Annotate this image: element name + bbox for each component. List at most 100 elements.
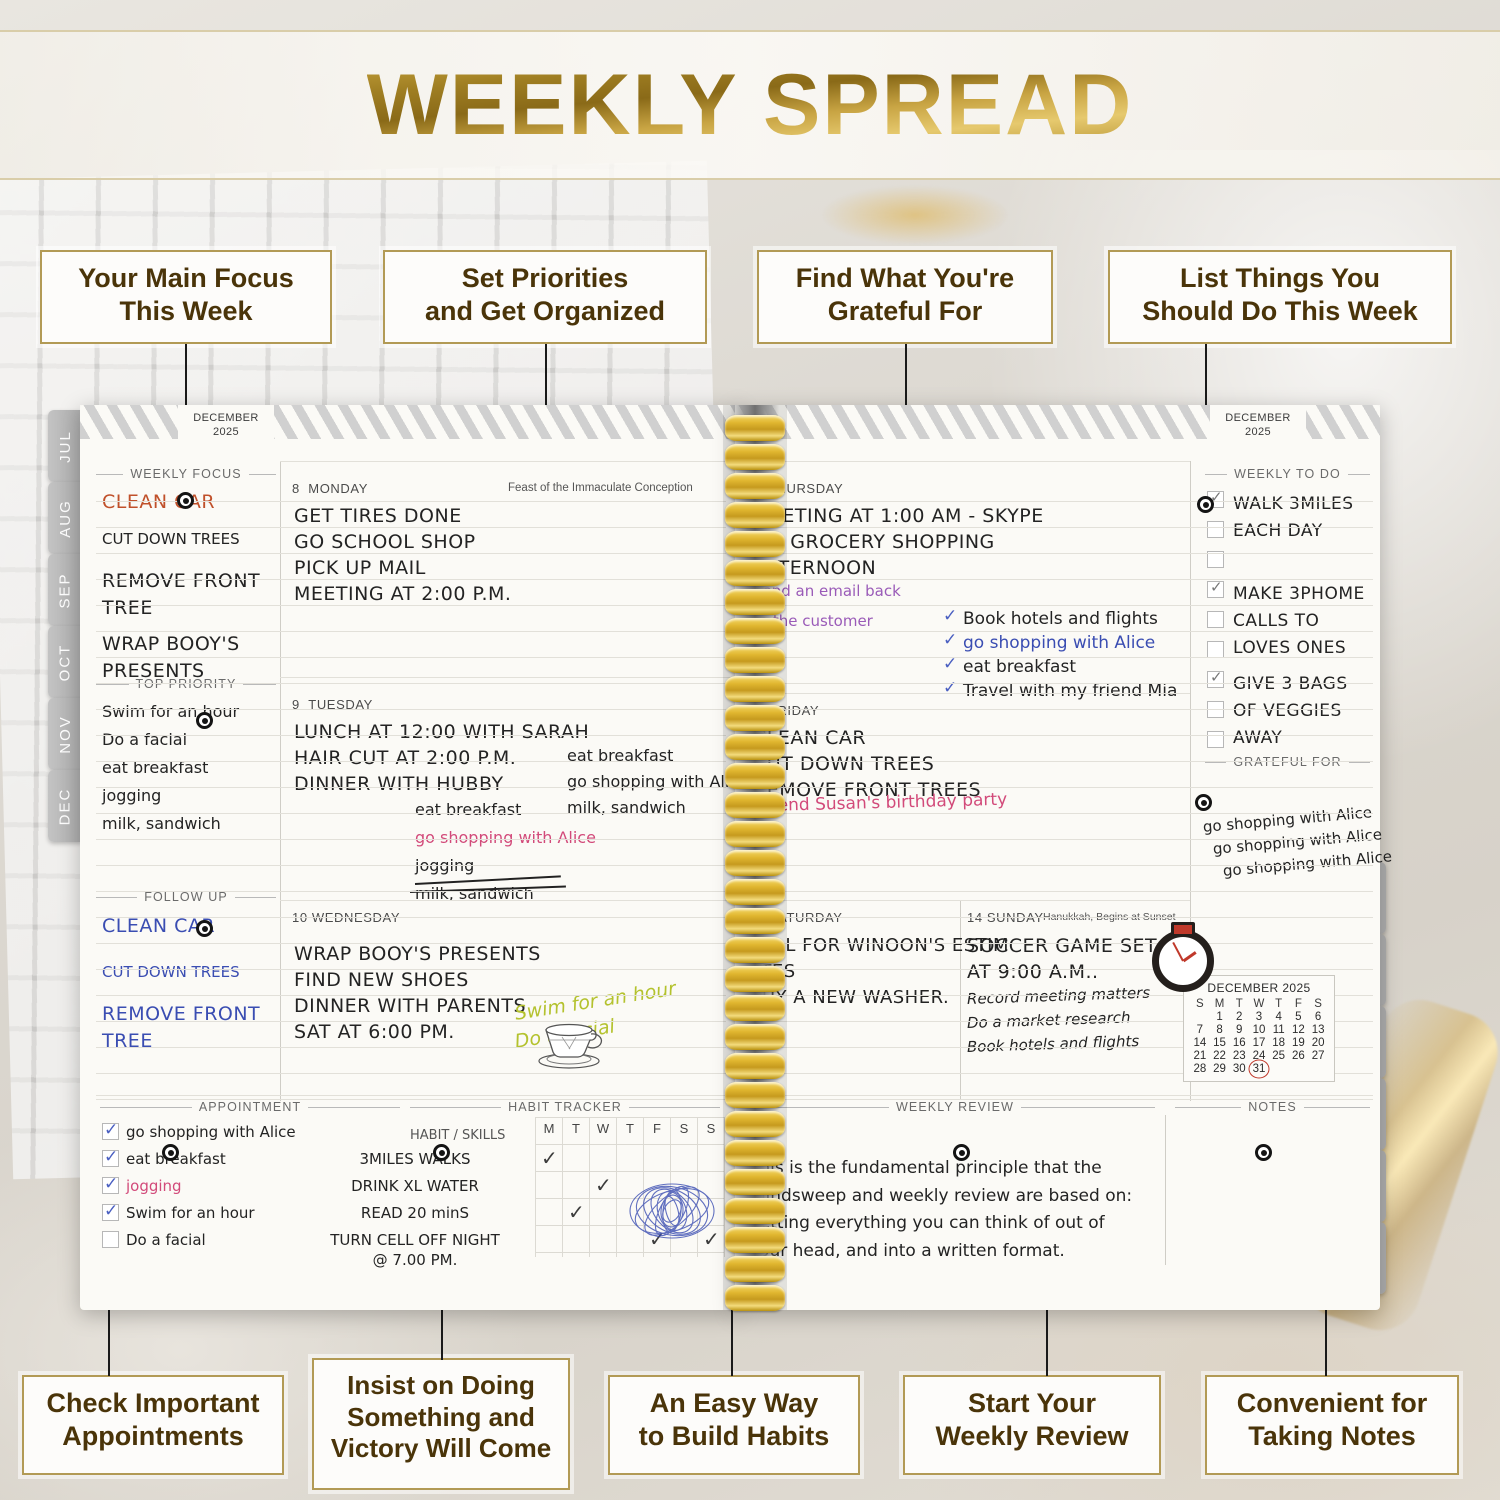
ruled-line [96, 891, 726, 892]
weekly-focus-item-2: REMOVE FRONT TREE [102, 570, 261, 619]
mc-day-0-5[interactable]: 5 [1295, 1010, 1302, 1023]
appointment-check-0: ✓ [104, 1120, 119, 1139]
mc-day-1-4[interactable]: 11 [1272, 1023, 1285, 1036]
appointment-checkbox-1[interactable] [102, 1150, 119, 1167]
month-tab-oct[interactable]: OCT [48, 626, 82, 698]
appointment-checkbox-0[interactable] [102, 1123, 119, 1140]
habit-day-5: S [679, 1121, 689, 1136]
mon-entries-line-1: GO SCHOOL SHOP [294, 531, 476, 553]
mc-day-2-6[interactable]: 20 [1311, 1036, 1325, 1049]
section-appointment-title: APPOINTMENT [100, 1100, 400, 1114]
grid-row [535, 1252, 725, 1253]
mc-day-0-6[interactable]: 6 [1314, 1010, 1322, 1023]
appointment-checkbox-3[interactable] [102, 1204, 119, 1221]
spiral-coil [725, 879, 785, 905]
mc-day-1-2[interactable]: 9 [1236, 1023, 1243, 1036]
mc-day-2-3[interactable]: 17 [1252, 1036, 1266, 1049]
dot-notes [1255, 1144, 1272, 1161]
mini-calendar-title: DECEMBER 2025 [1207, 981, 1311, 995]
sun-entries-line-1: AT 9:00 A.M.. [967, 961, 1099, 983]
mc-day-1-1[interactable]: 8 [1216, 1023, 1223, 1036]
ruled-line [745, 527, 1373, 528]
monday-holiday: Feast of the Immaculate Conception [508, 482, 693, 494]
spiral-coil [725, 995, 785, 1021]
mc-day-1-5[interactable]: 12 [1291, 1023, 1305, 1036]
month-tab-jul[interactable]: JUL [48, 410, 82, 482]
appointment-checkbox-4[interactable] [102, 1231, 119, 1248]
month-tab-aug[interactable]: AUG [48, 482, 82, 554]
spiral-coil [725, 937, 785, 963]
tue-notes-right-line-2: milk, sandwich [567, 798, 686, 817]
mc-day-3-1[interactable]: 22 [1213, 1049, 1226, 1062]
ruled-line [745, 839, 1373, 840]
mc-day-2-4[interactable]: 18 [1272, 1036, 1286, 1049]
mc-day-0-1[interactable]: 1 [1216, 1010, 1223, 1023]
ruled-line [745, 579, 1373, 580]
mc-day-4-0[interactable]: 28 [1193, 1062, 1207, 1075]
grid-row [535, 1171, 725, 1172]
mc-day-2-5[interactable]: 19 [1291, 1036, 1305, 1049]
appointment-label-4: Do a facial [126, 1231, 206, 1249]
spiral-binding [723, 405, 787, 1311]
ruled-line [745, 631, 1373, 632]
mc-day-3-6[interactable]: 27 [1311, 1049, 1325, 1062]
mc-day-1-0[interactable]: 7 [1196, 1023, 1204, 1036]
appointment-checkbox-2[interactable] [102, 1177, 119, 1194]
mc-week-4: 28 29 30 31 [1190, 1062, 1328, 1075]
spiral-coil [725, 1169, 785, 1195]
ruled-line [745, 553, 1373, 554]
mc-day-3-4[interactable]: 25 [1272, 1049, 1286, 1062]
month-tab-nov[interactable]: NOV [48, 698, 82, 770]
mc-day-2-2[interactable]: 16 [1232, 1036, 1246, 1049]
spiral-coil [725, 1111, 785, 1137]
todo-checkbox-3 [1207, 581, 1224, 598]
month-banner-right: DECEMBER 2025 [1210, 405, 1306, 457]
mc-day-3-0[interactable]: 21 [1193, 1049, 1207, 1062]
section-habit-tracker-title: HABIT TRACKER [410, 1100, 720, 1114]
ruled-line [745, 683, 1373, 684]
mc-day-4-3[interactable]: 31 [1249, 1062, 1269, 1075]
spiral-coil [725, 415, 785, 441]
wed-entries-line-3: SAT AT 6:00 PM. [294, 1021, 455, 1043]
spiral-coil [725, 792, 785, 818]
clock-hour-hand [1182, 951, 1197, 963]
mc-day-1-6[interactable]: 13 [1311, 1023, 1325, 1036]
spiral-coil [725, 1256, 785, 1282]
todo-checkbox-8 [1207, 731, 1224, 748]
ruled-line [96, 943, 726, 944]
mc-day-0-3[interactable]: 3 [1255, 1010, 1263, 1023]
callout-appointments: Check Important Appointments [22, 1375, 284, 1475]
todo-checkbox-5 [1207, 641, 1224, 658]
mc-weekday-1: M [1214, 997, 1225, 1010]
mc-day-3-2[interactable]: 23 [1232, 1049, 1246, 1062]
mc-day-2-0[interactable]: 14 [1193, 1036, 1207, 1049]
mc-day-1-3[interactable]: 10 [1252, 1023, 1266, 1036]
section-weekly-review-title: WEEKLY REVIEW [755, 1100, 1155, 1114]
grid-row [535, 1144, 725, 1145]
mc-day-0-2[interactable]: 2 [1236, 1010, 1243, 1023]
mc-day-0-4[interactable]: 4 [1275, 1010, 1282, 1023]
wednesday-divider [280, 900, 740, 901]
month-tab-sep[interactable]: SEP [48, 554, 82, 626]
ruled-line [96, 657, 726, 658]
todo-check-3: ✓ [1210, 579, 1223, 596]
ruled-line [96, 969, 726, 970]
mc-weekday-6: S [1314, 997, 1322, 1010]
ruled-line [96, 995, 726, 996]
habit-name-3: TURN CELL OFF NIGHT @ 7.00 PM. [330, 1231, 500, 1269]
callout-label: Start Your Weekly Review [935, 1388, 1129, 1451]
dot-weekly-todo [1197, 496, 1214, 513]
mc-day-2-1[interactable]: 15 [1213, 1036, 1226, 1049]
month-tab-dec[interactable]: DEC [48, 770, 82, 842]
ruled-line [96, 1073, 726, 1074]
mc-day-3-5[interactable]: 26 [1291, 1049, 1305, 1062]
wed-entries-line-1: FIND NEW SHOES [294, 969, 469, 991]
thursday-check-0: ✓ [943, 606, 958, 625]
planner-book: DECEMBER 2025 WEEKLY FOCUS CLEAN CAR CUT… [45, 405, 1393, 1311]
mc-day-4-2[interactable]: 30 [1232, 1062, 1246, 1075]
spiral-coil [725, 1227, 785, 1253]
mc-day-4-1[interactable]: 29 [1213, 1062, 1226, 1075]
mon-entries-line-0: GET TIRES DONE [294, 505, 462, 527]
mc-week-1: 7 8 9 10 11 12 13 [1190, 1023, 1328, 1036]
